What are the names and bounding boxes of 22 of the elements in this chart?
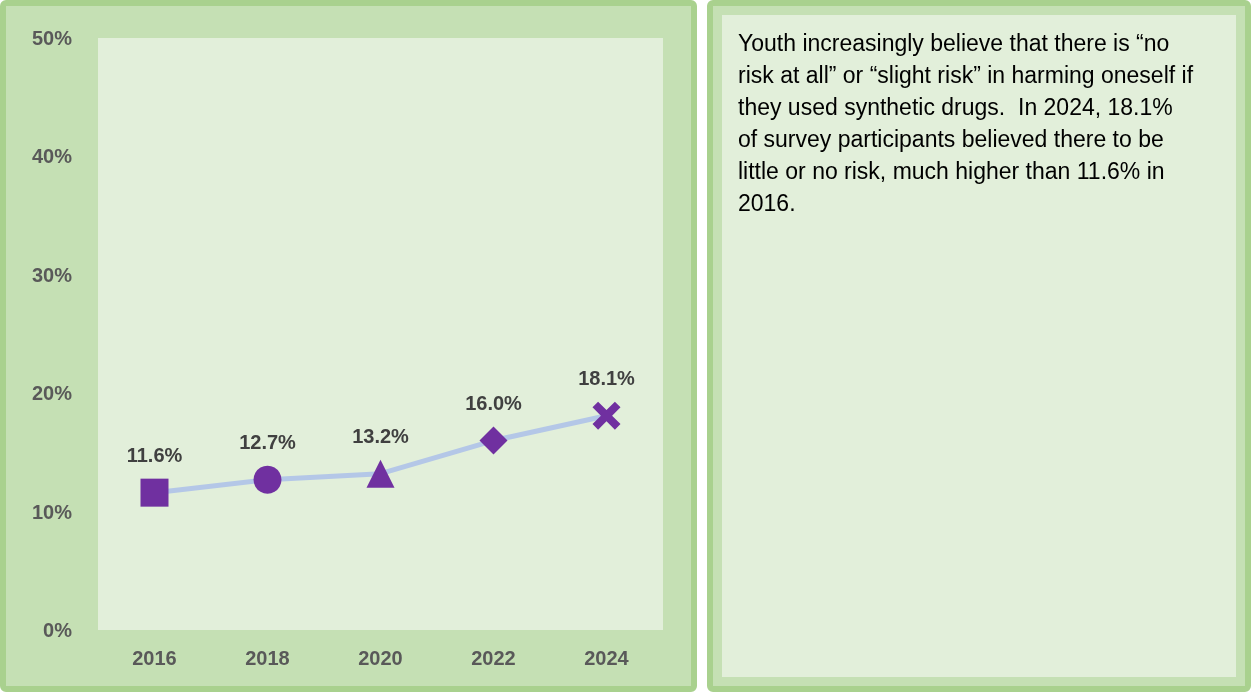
- x-tick-label: 2020: [358, 647, 403, 669]
- y-tick-label: 40%: [31, 145, 73, 168]
- x-tick-label: 2022: [471, 647, 516, 669]
- data-label: 18.1%: [578, 366, 636, 389]
- point: [140, 478, 169, 507]
- data-label: 16.0%: [465, 391, 523, 414]
- point: [479, 426, 508, 455]
- y-tick-label: 10%: [31, 500, 73, 523]
- text: Youth increasingly believe that there is “no risk at all” or “slight risk” in harming oneself if they used synthetic drugs. In 2024, 18.1% of survey participants believed there to be little or no risk, much higher than 11.6% in 2016.: [738, 29, 1195, 218]
- data-label: 12.7%: [239, 430, 297, 453]
- y-tick-label: 30%: [31, 263, 73, 286]
- y-tick-label: 20%: [31, 382, 73, 405]
- y-tick-label: 0%: [43, 619, 73, 641]
- x-tick-label: 2024: [584, 647, 630, 669]
- point: [366, 459, 395, 488]
- point: [592, 401, 621, 430]
- x-tick-label: 2016: [132, 647, 177, 669]
- data-label: 13.2%: [352, 424, 410, 447]
- point: [253, 465, 282, 494]
- x-tick-label: 2018: [245, 647, 290, 669]
- y-tick-label: 50%: [31, 27, 73, 49]
- data-label: 11.6%: [126, 443, 183, 466]
